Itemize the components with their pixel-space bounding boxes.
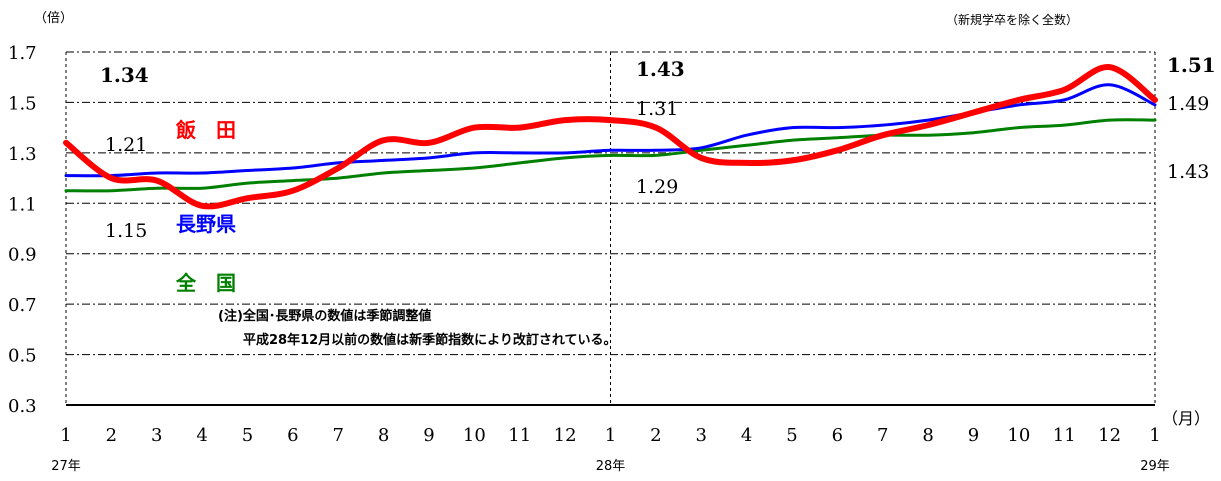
year-label: 29年 — [1140, 459, 1170, 474]
x-tick-label: 11 — [1053, 425, 1076, 446]
annotation-note-1: (注)全国･長野県の数値は季節調整値 — [218, 308, 431, 324]
series-name-label: 飯 田 — [175, 118, 236, 142]
x-tick-label: 4 — [196, 425, 207, 446]
x-tick-label: 12 — [554, 425, 577, 446]
x-tick-label: 5 — [242, 425, 253, 446]
x-tick-label: 9 — [968, 425, 979, 446]
x-tick-label: 1 — [1149, 425, 1160, 446]
x-tick-label: 12 — [1098, 425, 1121, 446]
x-tick-label: 4 — [741, 425, 752, 446]
y-tick-label: 1.7 — [8, 43, 37, 64]
series-line-2 — [64, 118, 1157, 193]
data-label: 1.43 — [1167, 161, 1209, 183]
x-tick-label: 6 — [287, 425, 298, 446]
y-tick-label: 1.5 — [8, 93, 37, 114]
x-tick-label: 1 — [60, 425, 71, 446]
x-tick-label: 3 — [696, 425, 707, 446]
x-tick-label: 10 — [1007, 425, 1030, 446]
series-name-label: 長野県 — [176, 212, 236, 236]
x-tick-label: 10 — [463, 425, 486, 446]
x-tick-label: 2 — [106, 425, 117, 446]
year-label: 27年 — [51, 459, 81, 474]
data-label: 1.15 — [105, 220, 147, 242]
x-tick-label: 1 — [605, 425, 616, 446]
x-tick-label: 11 — [508, 425, 531, 446]
x-tick-label: 5 — [786, 425, 797, 446]
data-label: 1.21 — [105, 134, 147, 156]
series-name-label: 全 国 — [175, 271, 236, 295]
x-unit-label: （月） — [1162, 409, 1210, 428]
x-tick-label: 3 — [151, 425, 162, 446]
year-label: 28年 — [596, 459, 626, 474]
data-label: 1.29 — [636, 176, 678, 198]
data-label: 1.34 — [100, 63, 149, 87]
y-tick-label: 0.3 — [8, 396, 37, 417]
y-tick-label: 0.5 — [8, 346, 37, 367]
x-tick-label: 8 — [922, 425, 933, 446]
data-label: 1.51 — [1167, 53, 1216, 77]
y-tick-label: 0.9 — [8, 245, 37, 266]
x-tick-label: 2 — [650, 425, 661, 446]
annotation-note-2: 平成28年12月以前の数値は新季節指数により改訂されている。 — [243, 332, 617, 348]
data-label: 1.49 — [1167, 93, 1209, 115]
series-line-0 — [63, 64, 1158, 210]
y-tick-label: 1.1 — [8, 194, 37, 215]
x-tick-label: 9 — [423, 425, 434, 446]
y-tick-label: 0.7 — [8, 295, 37, 316]
note-top-right: （新規学卒を除く全数） — [946, 12, 1078, 27]
x-tick-label: 7 — [877, 425, 888, 446]
y-unit-label: （倍） — [34, 11, 73, 26]
data-label: 1.43 — [636, 57, 685, 81]
x-tick-label: 8 — [378, 425, 389, 446]
x-tick-label: 6 — [832, 425, 843, 446]
data-label: 1.31 — [636, 98, 678, 120]
y-tick-label: 1.3 — [8, 144, 37, 165]
x-tick-label: 7 — [333, 425, 344, 446]
